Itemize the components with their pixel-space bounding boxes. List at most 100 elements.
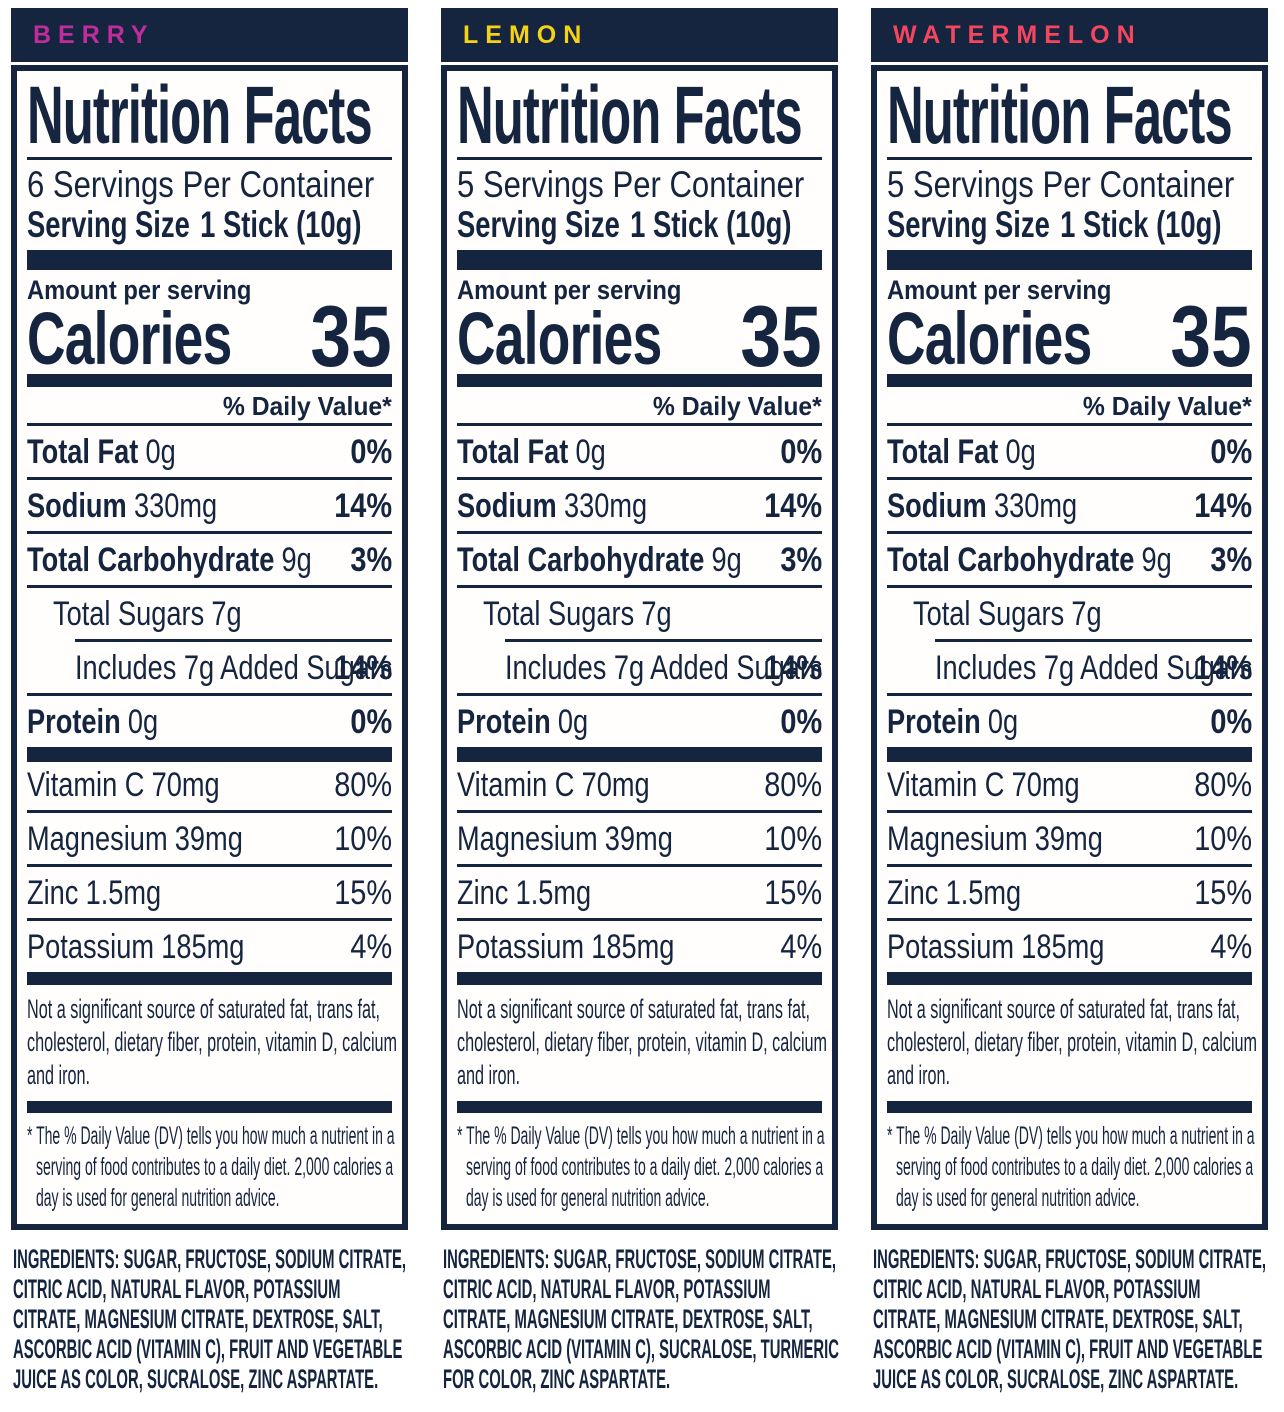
- nutrition-facts-title: Nutrition Facts: [887, 70, 1233, 161]
- section-divider-thick: [887, 250, 1252, 270]
- vitamin-amount: 70mg: [581, 766, 650, 804]
- serving-size-value: 1 Stick (10g): [200, 204, 362, 245]
- nutrient-row-total-sugars: Total Sugars 7g: [457, 585, 822, 639]
- nutrient-label: Sodium: [887, 487, 987, 525]
- vitamin-dv: 15%: [1194, 874, 1252, 912]
- nutrient-amount: 0g: [575, 433, 606, 471]
- nutrient-dv: 0%: [350, 433, 392, 471]
- nutrient-label: Protein: [457, 703, 551, 741]
- vitamin-dv: 4%: [1210, 928, 1252, 966]
- nutrient-label: Total Sugars: [53, 595, 205, 633]
- vitamin-label: Magnesium: [27, 820, 168, 858]
- vitamin-row-potassium: Potassium 185mg 4%: [27, 918, 392, 972]
- nutrient-amount: 0g: [127, 703, 159, 741]
- nutrient-label: Sodium: [27, 487, 127, 525]
- vitamin-dv: 10%: [1194, 820, 1252, 858]
- nutrient-label: Includes 7g Added Sugars: [935, 649, 1253, 687]
- section-divider-thick: [27, 747, 392, 762]
- nutrient-dv: 0%: [780, 703, 822, 741]
- nutrient-row-sodium: Sodium 330mg 14%: [27, 477, 392, 531]
- title-divider: [887, 157, 1252, 160]
- flavor-header-bar: LEMON: [441, 8, 838, 62]
- nutrition-facts-panel: Nutrition Facts 5 Servings Per Container…: [441, 65, 838, 1230]
- ingredients-text: INGREDIENTS: SUGAR, FRUCTOSE, SODIUM CIT…: [873, 1244, 1266, 1394]
- serving-size-label: Serving Size: [27, 204, 190, 245]
- nutrient-amount: 0g: [145, 433, 176, 471]
- nutrient-row-added-sugars: Includes 7g Added Sugars 14%: [505, 639, 823, 693]
- nutrient-row-total-carbohydrate: Total Carbohydrate 9g 3%: [887, 531, 1252, 585]
- section-divider-medium: [27, 1101, 392, 1113]
- nutrient-label: Sodium: [457, 487, 557, 525]
- daily-value-header: % Daily Value*: [223, 391, 392, 421]
- vitamin-label: Potassium: [27, 928, 154, 966]
- vitamin-row-vitamin-c: Vitamin C 70mg 80%: [27, 762, 392, 810]
- amount-per-serving-label: Amount per serving: [457, 275, 682, 305]
- vitamin-label: Magnesium: [457, 820, 598, 858]
- nutrition-facts-title: Nutrition Facts: [457, 70, 803, 161]
- section-divider-medium: [457, 1101, 822, 1113]
- vitamin-row-zinc: Zinc 1.5mg 15%: [887, 864, 1252, 918]
- vitamin-amount: 39mg: [604, 820, 673, 858]
- nutrient-row-protein: Protein 0g 0%: [27, 693, 392, 747]
- nutrient-label: Total Sugars: [483, 595, 635, 633]
- flavor-header-bar: BERRY: [11, 8, 408, 62]
- vitamin-row-potassium: Potassium 185mg 4%: [887, 918, 1252, 972]
- calories-value: 35: [1170, 289, 1252, 385]
- vitamin-dv: 10%: [334, 820, 392, 858]
- vitamin-row-vitamin-c: Vitamin C 70mg 80%: [887, 762, 1252, 810]
- nutrient-dv: 14%: [764, 649, 822, 687]
- section-divider-thick: [457, 747, 822, 762]
- footnote-marker: *: [27, 1122, 33, 1150]
- calories-row: Calories 35: [887, 294, 1252, 380]
- nutrient-amount: 0g: [1005, 433, 1036, 471]
- vitamin-label: Magnesium: [887, 820, 1028, 858]
- serving-size-value: 1 Stick (10g): [630, 204, 792, 245]
- nutrient-row-total-sugars: Total Sugars 7g: [887, 585, 1252, 639]
- daily-value-footnote: * The % Daily Value (DV) tells you how m…: [457, 1113, 825, 1224]
- vitamin-dv: 80%: [1194, 766, 1252, 804]
- nutrient-row-total-fat: Total Fat 0g 0%: [457, 423, 822, 477]
- vitamin-amount: 70mg: [151, 766, 220, 804]
- not-significant-note: Not a significant source of saturated fa…: [887, 994, 1258, 1090]
- calories-label: Calories: [887, 297, 1092, 380]
- nutrient-amount: 9g: [711, 541, 742, 579]
- nutrient-amount: 0g: [557, 703, 589, 741]
- section-divider-medium: [457, 374, 822, 387]
- nutrient-dv: 14%: [334, 649, 392, 687]
- nutrient-row-total-sugars: Total Sugars 7g: [27, 585, 392, 639]
- vitamin-dv: 4%: [350, 928, 392, 966]
- vitamin-amount: 185mg: [591, 928, 675, 966]
- vitamin-dv: 15%: [334, 874, 392, 912]
- not-significant-note: Not a significant source of saturated fa…: [457, 994, 828, 1090]
- serving-size: Serving Size 1 Stick (10g): [27, 204, 392, 246]
- vitamin-row-zinc: Zinc 1.5mg 15%: [457, 864, 822, 918]
- label-column-berry: BERRY Nutrition Facts 6 Servings Per Con…: [11, 8, 408, 1395]
- nutrient-amount: 7g: [211, 595, 242, 633]
- vitamin-label: Zinc: [457, 874, 509, 912]
- daily-value-header: % Daily Value*: [1083, 391, 1252, 421]
- nutrient-label: Includes 7g Added Sugars: [505, 649, 823, 687]
- nutrient-row-total-carbohydrate: Total Carbohydrate 9g 3%: [457, 531, 822, 585]
- nutrient-amount: 9g: [281, 541, 312, 579]
- nutrient-row-total-fat: Total Fat 0g 0%: [887, 423, 1252, 477]
- serving-size-value: 1 Stick (10g): [1060, 204, 1222, 245]
- nutrient-row-sodium: Sodium 330mg 14%: [887, 477, 1252, 531]
- section-divider-medium: [887, 374, 1252, 387]
- vitamin-row-magnesium: Magnesium 39mg 10%: [887, 810, 1252, 864]
- nutrient-dv: 3%: [780, 541, 822, 579]
- nutrient-row-sodium: Sodium 330mg 14%: [457, 477, 822, 531]
- serving-size: Serving Size 1 Stick (10g): [457, 204, 822, 246]
- nutrient-dv: 0%: [780, 433, 822, 471]
- footnote-marker: *: [887, 1122, 893, 1150]
- serving-size-label: Serving Size: [887, 204, 1050, 245]
- calories-label: Calories: [457, 297, 662, 380]
- section-divider-medium: [457, 972, 822, 985]
- nutrient-row-total-fat: Total Fat 0g 0%: [27, 423, 392, 477]
- vitamin-amount: 1.5mg: [515, 874, 592, 912]
- vitamin-label: Vitamin C: [457, 766, 575, 804]
- vitamin-amount: 1.5mg: [945, 874, 1022, 912]
- nutrient-label: Total Carbohydrate: [457, 541, 705, 579]
- nutrient-amount: 330mg: [993, 487, 1078, 525]
- title-divider: [27, 157, 392, 160]
- nutrient-dv: 14%: [1194, 649, 1252, 687]
